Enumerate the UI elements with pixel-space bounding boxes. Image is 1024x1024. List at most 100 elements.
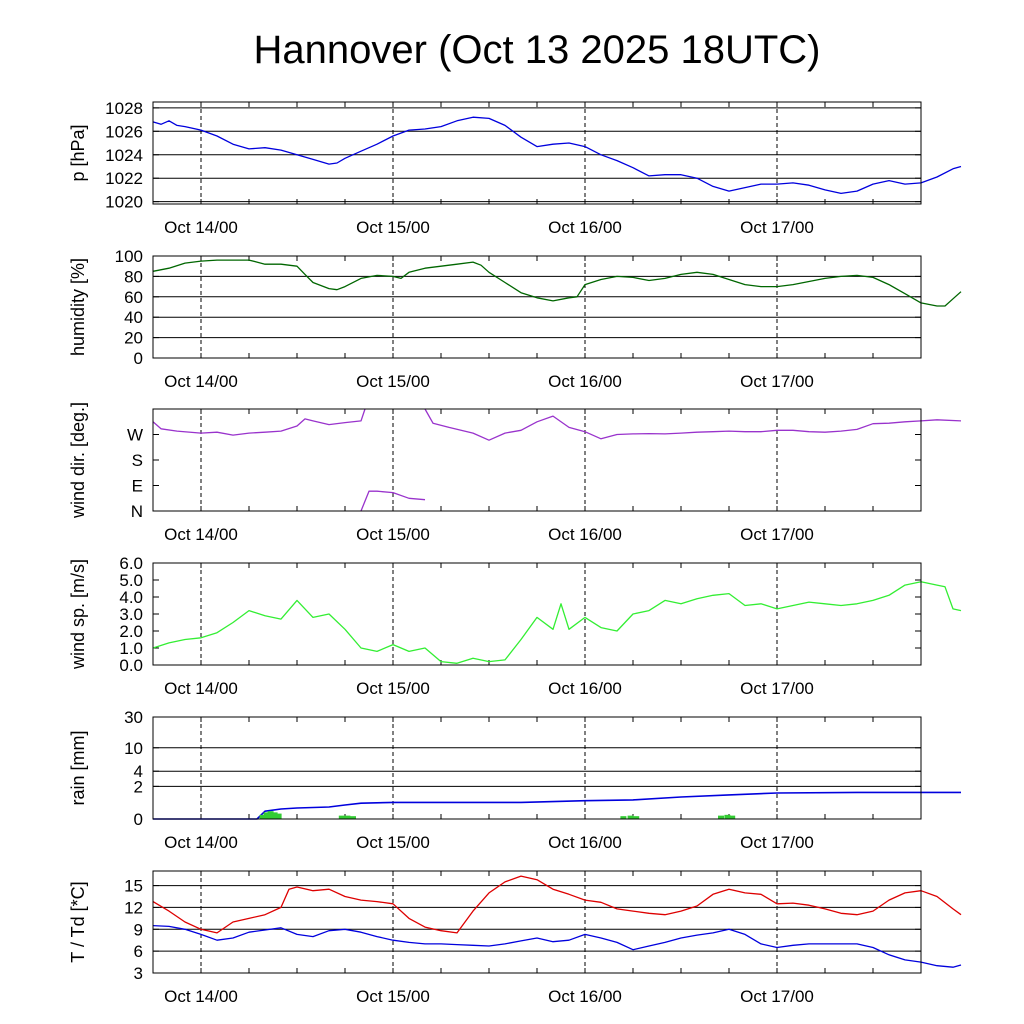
series-line [360,490,426,512]
x-tick-label: Oct 16/00 [548,679,622,698]
x-tick-label: Oct 15/00 [356,218,430,237]
panel-frame [152,408,922,512]
y-tick-label: 15 [124,877,143,896]
y-tick-label: 1022 [105,169,143,188]
panel-wind_speed: 0.01.02.03.04.05.06.0 Oct 14/00 Oct 15/00 O… [68,554,962,698]
y-tick-label: 6.0 [119,554,143,573]
x-tick-label: Oct 17/00 [740,833,814,852]
y-axis-label: T / Td [*C] [68,881,88,962]
y-tick-label: 2.0 [119,622,143,641]
y-tick-label: 5.0 [119,571,143,590]
y-tick-label: 80 [124,267,143,286]
rain-bar [724,814,731,819]
panel-frame [152,255,922,359]
x-tick-label: Oct 14/00 [164,679,238,698]
x-tick-label: Oct 17/00 [740,679,814,698]
panel-frame [152,101,922,205]
y-axis-label: rain [mm] [68,730,88,805]
rain-bar [729,815,736,819]
y-tick-label: 1.0 [119,639,143,658]
y-tick-label: 1026 [105,122,143,141]
y-tick-label: 6 [134,942,143,961]
x-tick-label: Oct 14/00 [164,833,238,852]
series-line [152,116,962,195]
rain-bar [259,814,266,819]
series-line [153,791,961,820]
rain-bar [620,816,627,819]
x-tick-label: Oct 17/00 [740,987,814,1006]
chart-title: Hannover (Oct 13 2025 18UTC) [254,28,821,72]
y-tick-label: 100 [115,247,143,266]
y-tick-label: W [127,426,143,445]
y-tick-label: 10 [124,739,143,758]
y-tick-label: 4.0 [119,588,143,607]
x-tick-label: Oct 15/00 [356,372,430,391]
y-tick-label: 4 [134,762,143,781]
y-tick-label: 3 [134,964,143,983]
rain-bar [263,812,270,819]
y-tick-label: 1020 [105,193,143,212]
panel-rain: 0 24 10 30 Oct 14/00 Oct 15/00 Oct 16/00 Oct 17… [68,708,961,852]
series-line [152,875,962,934]
y-tick-label: 30 [124,708,143,727]
rain-bar [633,816,640,819]
x-tick-label: Oct 17/00 [740,525,814,544]
rain-bar [338,815,345,819]
y-tick-label: 60 [124,288,143,307]
x-tick-label: Oct 16/00 [548,833,622,852]
x-tick-label: Oct 16/00 [548,525,622,544]
x-tick-label: Oct 14/00 [164,987,238,1006]
y-tick-label: S [132,451,143,470]
y-tick-label: 0.0 [119,656,143,675]
x-tick-label: Oct 15/00 [356,525,430,544]
x-tick-label: Oct 15/00 [356,833,430,852]
x-tick-label: Oct 16/00 [548,987,622,1006]
series-line [152,408,366,436]
y-tick-label: 9 [134,920,143,939]
y-tick-label: 0 [134,349,143,368]
x-tick-label: Oct 17/00 [740,218,814,237]
rain-bar [275,813,282,819]
x-tick-label: Oct 15/00 [356,679,430,698]
x-tick-label: Oct 14/00 [164,218,238,237]
panel-frame [152,716,922,820]
series-line [152,259,962,307]
x-tick-label: Oct 16/00 [548,218,622,237]
y-tick-label: 2 [134,777,143,796]
x-tick-label: Oct 16/00 [548,372,622,391]
panel-frame [152,870,922,974]
series-line [424,408,962,441]
y-tick-label: 0 [134,810,143,829]
series-line [152,924,962,968]
y-tick-label: 40 [124,308,143,327]
y-tick-label: 1028 [105,99,143,118]
x-tick-label: Oct 17/00 [740,372,814,391]
y-tick-label: 1024 [105,146,143,165]
y-axis-label: humidity [%] [68,258,88,356]
y-tick-label: N [131,502,143,521]
x-tick-label: Oct 14/00 [164,372,238,391]
rain-bar [350,816,356,819]
series-line [152,581,962,664]
y-tick-label: 3.0 [119,605,143,624]
rain-bar [271,812,278,819]
y-tick-label: E [132,477,143,496]
y-tick-label: 20 [124,329,143,348]
x-tick-label: Oct 14/00 [164,525,238,544]
rain-bar [627,815,634,819]
panel-frame [152,562,922,666]
rain-bar [344,815,351,819]
y-axis-label: wind dir. [deg.] [68,402,88,519]
panel-pressure: 1020 1022 1024 1026 1028 Oct 14/00 Oct 15/00 Oc… [68,99,962,237]
rain-bar [267,811,274,819]
rain-bar [718,815,724,819]
y-axis-label: wind sp. [m/s] [68,559,88,670]
y-axis-label: p [hPa] [68,124,88,181]
panel-temperature: 3 6 9 12 15 Oct 14/00 Oct 15/00 Oct 16/00 Oct 17… [68,870,962,1006]
x-tick-label: Oct 15/00 [356,987,430,1006]
y-tick-label: 12 [124,898,143,917]
